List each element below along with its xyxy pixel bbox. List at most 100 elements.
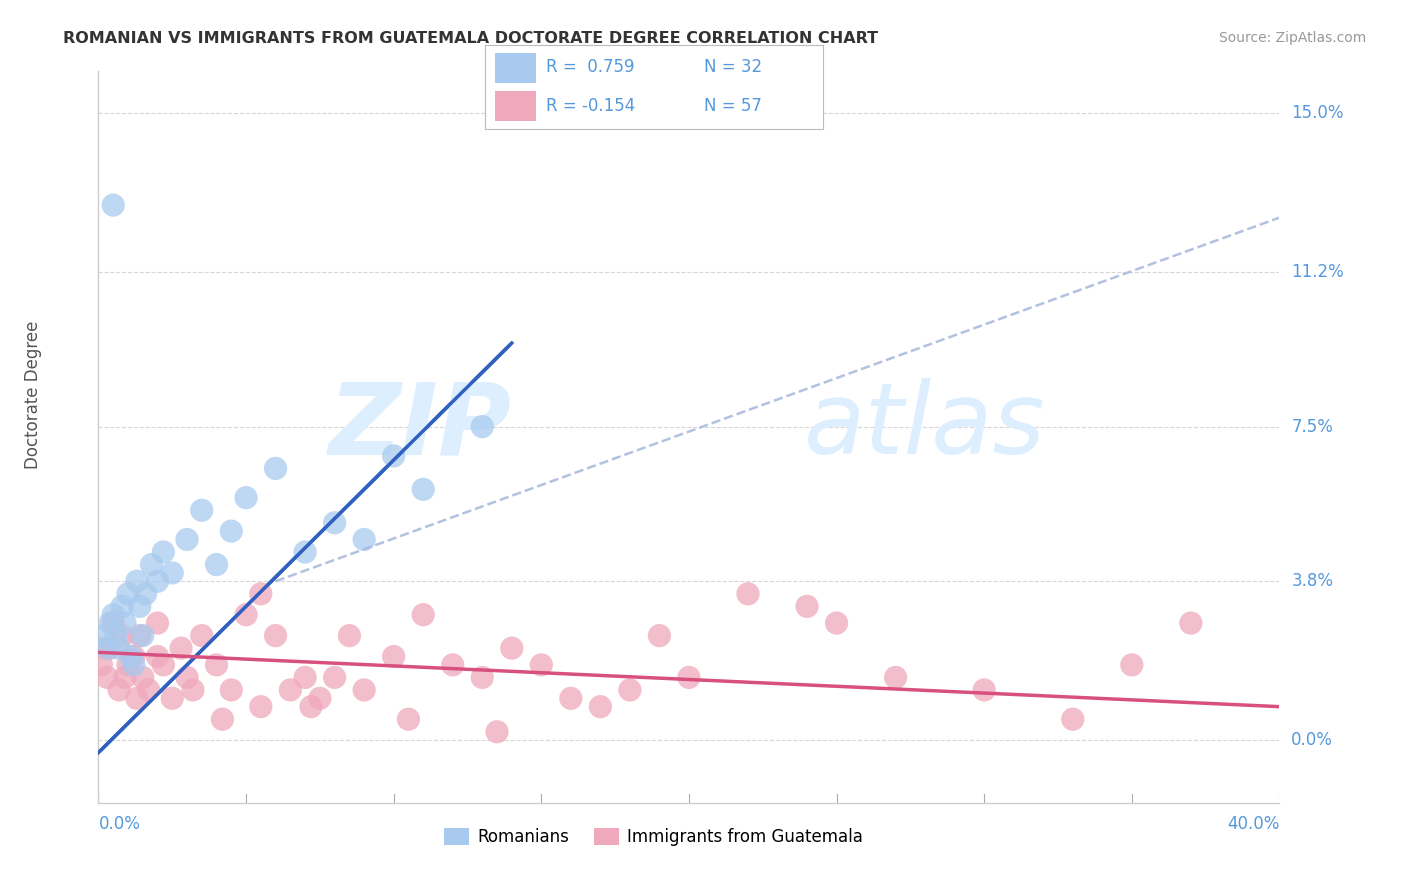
Text: R = -0.154: R = -0.154 <box>546 96 636 114</box>
Point <box>884 670 907 684</box>
Point <box>128 629 150 643</box>
Point <box>221 682 243 697</box>
Text: 3.8%: 3.8% <box>1291 573 1333 591</box>
Point <box>1180 616 1202 631</box>
Text: Doctorate Degree: Doctorate Degree <box>24 321 42 469</box>
Point <box>128 599 150 614</box>
Point <box>235 491 257 505</box>
Point <box>353 682 375 697</box>
Point <box>825 616 848 631</box>
Point <box>441 657 464 672</box>
Text: N = 57: N = 57 <box>704 96 762 114</box>
Point <box>250 587 273 601</box>
Point <box>111 599 134 614</box>
Text: 40.0%: 40.0% <box>1227 815 1279 833</box>
Point <box>191 503 214 517</box>
Point <box>280 682 302 697</box>
Point <box>111 629 134 643</box>
Point <box>93 629 115 643</box>
Point <box>108 641 131 656</box>
Text: ZIP: ZIP <box>329 378 512 475</box>
Point <box>152 545 174 559</box>
Point <box>152 657 174 672</box>
Point <box>235 607 257 622</box>
Point <box>117 587 139 601</box>
Text: R =  0.759: R = 0.759 <box>546 59 634 77</box>
Point <box>176 670 198 684</box>
Point <box>648 629 671 643</box>
Point <box>146 574 169 589</box>
Point <box>221 524 243 538</box>
Point <box>96 641 118 656</box>
Point <box>114 670 136 684</box>
Text: atlas: atlas <box>804 378 1046 475</box>
Point <box>103 198 125 212</box>
Point <box>323 670 346 684</box>
Point <box>135 587 157 601</box>
Point <box>796 599 818 614</box>
Text: N = 32: N = 32 <box>704 59 762 77</box>
Point <box>973 682 995 697</box>
Point <box>146 649 169 664</box>
Bar <box>495 54 536 83</box>
Point <box>205 558 228 572</box>
Point <box>162 691 183 706</box>
Point <box>108 682 131 697</box>
Text: ROMANIAN VS IMMIGRANTS FROM GUATEMALA DOCTORATE DEGREE CORRELATION CHART: ROMANIAN VS IMMIGRANTS FROM GUATEMALA DO… <box>63 31 879 46</box>
Bar <box>495 91 536 120</box>
Point <box>181 682 204 697</box>
Point <box>309 691 332 706</box>
Point <box>412 607 434 622</box>
Point <box>90 657 112 672</box>
Point <box>412 483 434 497</box>
Point <box>191 629 214 643</box>
Point <box>398 712 420 726</box>
Text: 0.0%: 0.0% <box>1291 731 1333 749</box>
Point <box>353 533 375 547</box>
Point <box>211 712 233 726</box>
Point <box>1062 712 1084 726</box>
Point <box>162 566 183 580</box>
Point <box>138 682 160 697</box>
Point <box>132 629 155 643</box>
Point <box>170 641 193 656</box>
Point <box>93 641 115 656</box>
Point <box>125 574 148 589</box>
Point <box>205 657 228 672</box>
Point <box>122 649 145 664</box>
Point <box>471 419 494 434</box>
Point <box>96 670 118 684</box>
Point <box>120 649 142 664</box>
Point <box>589 699 612 714</box>
Text: 0.0%: 0.0% <box>98 815 141 833</box>
Text: 15.0%: 15.0% <box>1291 104 1344 122</box>
Point <box>122 657 145 672</box>
Point <box>486 724 509 739</box>
Point <box>678 670 700 684</box>
Point <box>132 670 155 684</box>
Point <box>250 699 273 714</box>
Point <box>382 449 405 463</box>
Point <box>176 533 198 547</box>
Point <box>294 670 316 684</box>
Point <box>117 657 139 672</box>
Text: 7.5%: 7.5% <box>1291 417 1333 435</box>
Point <box>264 629 287 643</box>
Point <box>98 616 121 631</box>
Text: Source: ZipAtlas.com: Source: ZipAtlas.com <box>1219 31 1367 45</box>
Point <box>1121 657 1143 672</box>
Point <box>382 649 405 664</box>
Point <box>530 657 553 672</box>
Point <box>125 691 148 706</box>
Legend: Romanians, Immigrants from Guatemala: Romanians, Immigrants from Guatemala <box>437 822 870 853</box>
Point <box>114 616 136 631</box>
Point <box>141 558 163 572</box>
Point <box>103 616 125 631</box>
Point <box>560 691 582 706</box>
Point <box>294 545 316 559</box>
Point <box>146 616 169 631</box>
Point <box>323 516 346 530</box>
Point <box>98 641 121 656</box>
Text: 11.2%: 11.2% <box>1291 263 1344 281</box>
Point <box>299 699 322 714</box>
